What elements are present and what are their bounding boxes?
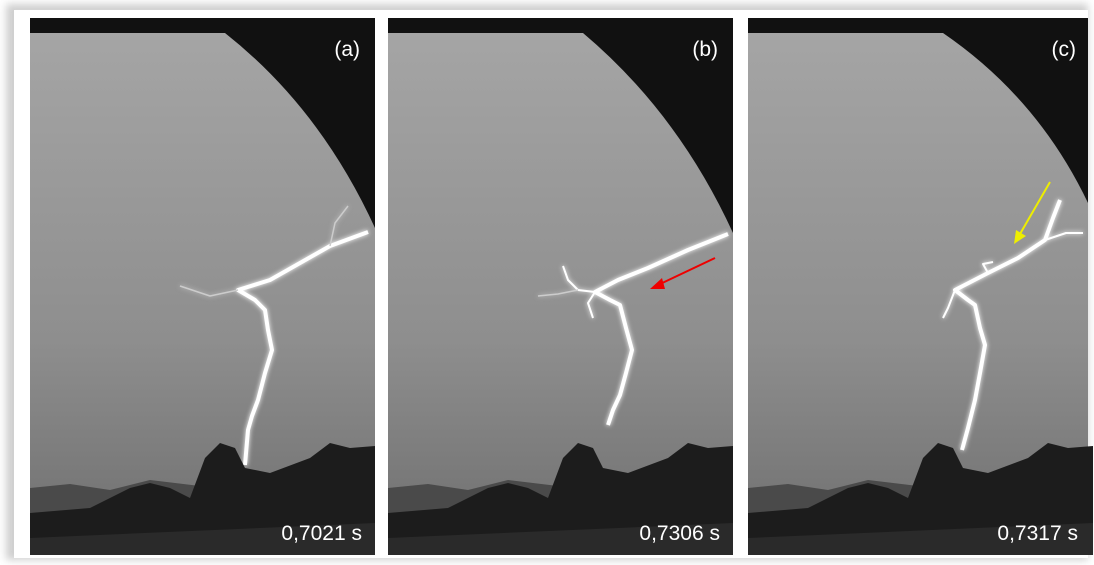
arrow-head <box>1014 230 1026 244</box>
lightning <box>179 205 369 466</box>
panel-label: (a) <box>334 38 360 61</box>
arrow-head <box>650 278 665 289</box>
arrow <box>657 257 716 286</box>
arrow <box>1019 181 1051 235</box>
lightning <box>537 232 729 426</box>
panel: (c) 0,7317 s <box>748 18 1093 555</box>
panel-label: (b) <box>692 38 718 61</box>
timestamp: 0,7021 s <box>281 522 362 545</box>
panel: (a) 0,7021 s <box>30 18 375 555</box>
roof-edge <box>388 18 733 233</box>
timestamp: 0,7317 s <box>997 522 1078 545</box>
panel: (b) 0,7306 s <box>388 18 733 555</box>
panel-label: (c) <box>1052 38 1077 61</box>
roof-edge <box>748 18 1088 203</box>
timestamp: 0,7306 s <box>639 522 720 545</box>
lightning <box>942 199 1083 451</box>
roof-edge <box>30 18 375 228</box>
